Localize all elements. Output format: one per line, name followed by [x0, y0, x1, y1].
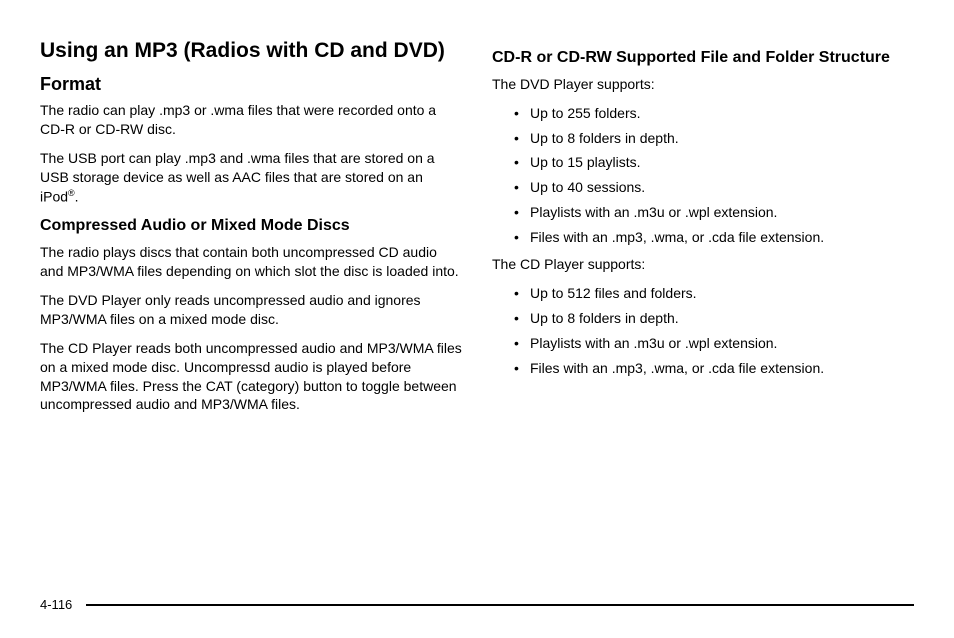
- content-columns: Using an MP3 (Radios with CD and DVD) Fo…: [40, 38, 914, 424]
- left-column: Using an MP3 (Radios with CD and DVD) Fo…: [40, 38, 462, 424]
- list-item: Up to 15 playlists.: [492, 153, 914, 172]
- structure-heading: CD-R or CD-RW Supported File and Folder …: [492, 48, 914, 69]
- list-item: Files with an .mp3, .wma, or .cda file e…: [492, 359, 914, 378]
- compressed-paragraph-2: The DVD Player only reads uncompressed a…: [40, 291, 462, 329]
- footer-rule: [86, 604, 914, 606]
- right-column: CD-R or CD-RW Supported File and Folder …: [492, 38, 914, 424]
- format-text-2a: The USB port can play .mp3 and .wma file…: [40, 150, 435, 204]
- list-item: Playlists with an .m3u or .wpl extension…: [492, 334, 914, 353]
- page-footer: 4-116: [40, 597, 914, 612]
- list-item: Up to 255 folders.: [492, 104, 914, 123]
- list-item: Playlists with an .m3u or .wpl extension…: [492, 203, 914, 222]
- main-heading: Using an MP3 (Radios with CD and DVD): [40, 38, 462, 64]
- list-item: Up to 512 files and folders.: [492, 284, 914, 303]
- page-number: 4-116: [40, 597, 72, 612]
- list-item: Files with an .mp3, .wma, or .cda file e…: [492, 228, 914, 247]
- format-paragraph-1: The radio can play .mp3 or .wma files th…: [40, 101, 462, 139]
- registered-mark: ®: [68, 188, 75, 198]
- cd-support-list: Up to 512 files and folders. Up to 8 fol…: [492, 284, 914, 378]
- compressed-paragraph-1: The radio plays discs that contain both …: [40, 243, 462, 281]
- compressed-paragraph-3: The CD Player reads both uncompressed au…: [40, 339, 462, 415]
- compressed-heading: Compressed Audio or Mixed Mode Discs: [40, 216, 462, 237]
- format-paragraph-2: The USB port can play .mp3 and .wma file…: [40, 149, 462, 206]
- list-item: Up to 8 folders in depth.: [492, 309, 914, 328]
- dvd-intro: The DVD Player supports:: [492, 75, 914, 94]
- cd-intro: The CD Player supports:: [492, 255, 914, 274]
- dvd-support-list: Up to 255 folders. Up to 8 folders in de…: [492, 104, 914, 247]
- list-item: Up to 40 sessions.: [492, 178, 914, 197]
- format-text-2b: .: [75, 188, 79, 204]
- format-heading: Format: [40, 74, 462, 95]
- list-item: Up to 8 folders in depth.: [492, 129, 914, 148]
